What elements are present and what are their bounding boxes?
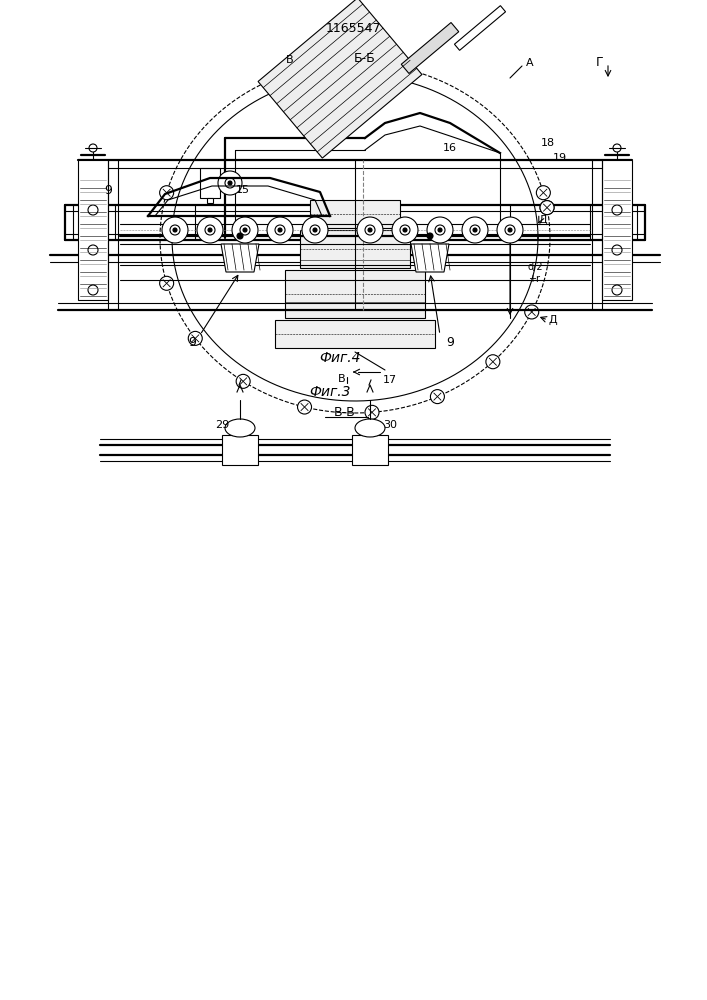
Circle shape [240, 225, 250, 235]
Circle shape [497, 217, 523, 243]
Circle shape [486, 355, 500, 369]
Circle shape [228, 181, 232, 185]
Circle shape [275, 225, 285, 235]
Text: В: В [286, 55, 294, 65]
Bar [310, 200, 400, 228]
Text: Д: Д [549, 315, 557, 325]
Text: А: А [526, 58, 534, 68]
Circle shape [435, 225, 445, 235]
Circle shape [88, 245, 98, 255]
Circle shape [218, 171, 242, 195]
Polygon shape [455, 6, 506, 50]
Circle shape [612, 245, 622, 255]
Bar [200, 168, 220, 198]
Circle shape [170, 225, 180, 235]
Text: d/2
+r: d/2 +r [528, 262, 544, 284]
Circle shape [302, 217, 328, 243]
Text: 17: 17 [383, 375, 397, 385]
Text: 9: 9 [188, 336, 196, 349]
Text: 1165547: 1165547 [325, 21, 381, 34]
Circle shape [508, 228, 512, 232]
Circle shape [160, 276, 174, 290]
Text: 18: 18 [541, 138, 555, 148]
Text: Г: Г [596, 55, 604, 68]
Text: Фиг.3: Фиг.3 [309, 385, 351, 399]
Text: В-В: В-В [334, 406, 356, 418]
Circle shape [537, 186, 550, 200]
Bar [78, 160, 108, 300]
Circle shape [313, 228, 317, 232]
Circle shape [540, 201, 554, 215]
Ellipse shape [225, 419, 255, 437]
Circle shape [236, 374, 250, 388]
Circle shape [612, 205, 622, 215]
Text: 9: 9 [446, 336, 454, 349]
Circle shape [173, 228, 177, 232]
Circle shape [278, 228, 282, 232]
Circle shape [310, 225, 320, 235]
Text: Д: Д [539, 215, 547, 225]
Polygon shape [221, 244, 259, 272]
Circle shape [267, 217, 293, 243]
Circle shape [243, 228, 247, 232]
Polygon shape [258, 0, 422, 158]
Circle shape [392, 217, 418, 243]
Circle shape [237, 233, 243, 239]
Circle shape [357, 217, 383, 243]
Circle shape [205, 225, 215, 235]
Circle shape [188, 331, 202, 345]
Ellipse shape [355, 419, 385, 437]
Circle shape [225, 178, 235, 188]
Circle shape [403, 228, 407, 232]
Circle shape [540, 201, 554, 215]
Circle shape [438, 228, 442, 232]
Bar [300, 230, 410, 268]
Text: Б-Б: Б-Б [354, 51, 376, 64]
Circle shape [473, 228, 477, 232]
Circle shape [88, 285, 98, 295]
Circle shape [368, 228, 372, 232]
Circle shape [232, 217, 258, 243]
Text: В: В [338, 374, 346, 384]
Text: 29: 29 [215, 420, 229, 430]
Circle shape [89, 144, 97, 152]
Circle shape [470, 225, 480, 235]
Circle shape [365, 225, 375, 235]
Circle shape [162, 217, 188, 243]
Circle shape [400, 225, 410, 235]
Circle shape [525, 305, 539, 319]
Circle shape [431, 390, 445, 404]
Circle shape [427, 217, 453, 243]
Circle shape [365, 405, 379, 419]
Polygon shape [411, 244, 449, 272]
Text: 16: 16 [443, 143, 457, 153]
Circle shape [197, 217, 223, 243]
Circle shape [160, 186, 174, 200]
Text: 15: 15 [236, 185, 250, 195]
Polygon shape [402, 23, 459, 73]
Bar [285, 270, 425, 318]
Text: 30: 30 [383, 420, 397, 430]
Bar [602, 160, 632, 300]
Circle shape [298, 400, 312, 414]
Circle shape [613, 144, 621, 152]
Circle shape [427, 233, 433, 239]
Text: Фиг.4: Фиг.4 [320, 351, 361, 365]
Text: 9: 9 [104, 184, 112, 196]
Bar [207, 198, 213, 203]
Bar [222, 435, 258, 465]
Text: 19: 19 [553, 153, 567, 163]
Circle shape [462, 217, 488, 243]
Bar [275, 320, 435, 348]
Bar [352, 435, 388, 465]
Circle shape [88, 205, 98, 215]
Circle shape [612, 285, 622, 295]
Circle shape [505, 225, 515, 235]
Circle shape [208, 228, 212, 232]
